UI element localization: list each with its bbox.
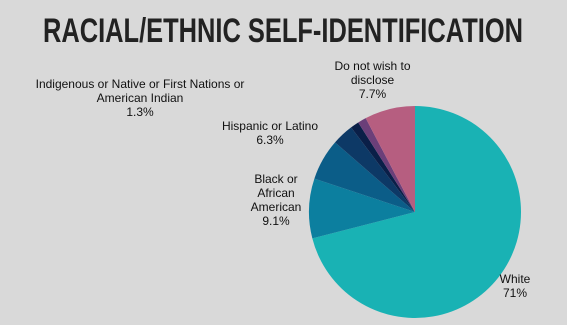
pie-slice bbox=[314, 142, 415, 212]
pie-slice bbox=[358, 118, 415, 212]
pie-slice bbox=[309, 178, 415, 239]
slice-value: 7.7% bbox=[358, 87, 387, 101]
slice-label: White 71% bbox=[470, 272, 560, 300]
pie-slice bbox=[365, 106, 415, 212]
pie-slice bbox=[351, 122, 415, 212]
chart-title: RACIAL/ETHNIC SELF-IDENTIFICATION bbox=[43, 12, 523, 50]
pie-slice bbox=[335, 127, 415, 212]
slice-name: Indigenous or Native or First Nations or… bbox=[35, 77, 245, 105]
slice-name: Do not wish to disclose bbox=[334, 59, 411, 87]
slice-name: White bbox=[499, 272, 531, 286]
slice-value: 71% bbox=[502, 286, 528, 300]
pie-slice bbox=[312, 106, 521, 318]
slice-label: Do not wish to disclose 7.7% bbox=[330, 59, 415, 101]
slice-name: Hispanic or Latino bbox=[221, 119, 319, 133]
slice-label: Indigenous or Native or First Nations or… bbox=[20, 77, 260, 119]
slice-name: Black or African American bbox=[250, 172, 302, 214]
slice-value: 1.3% bbox=[126, 105, 154, 119]
slice-label: Hispanic or Latino 6.3% bbox=[215, 119, 325, 147]
slice-label: Black or African American 9.1% bbox=[246, 172, 306, 228]
slice-value: 9.1% bbox=[262, 214, 290, 228]
slice-value: 6.3% bbox=[256, 133, 284, 147]
